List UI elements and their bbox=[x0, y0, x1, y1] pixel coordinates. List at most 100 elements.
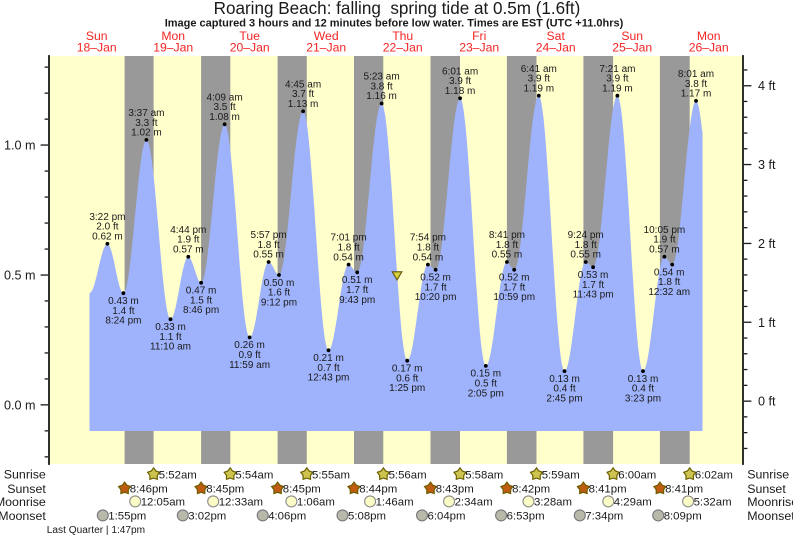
svg-text:1.7 ft: 1.7 ft bbox=[424, 282, 446, 293]
svg-text:0.13 m: 0.13 m bbox=[549, 374, 580, 385]
svg-text:2 ft: 2 ft bbox=[758, 237, 776, 251]
svg-text:0.54 m: 0.54 m bbox=[654, 267, 685, 278]
svg-text:1.8 ft: 1.8 ft bbox=[658, 277, 680, 288]
svg-text:11:10 am: 11:10 am bbox=[150, 342, 191, 353]
svg-text:8:45pm: 8:45pm bbox=[206, 484, 244, 496]
svg-text:8:44pm: 8:44pm bbox=[359, 484, 397, 496]
svg-text:0.17 m: 0.17 m bbox=[392, 364, 423, 375]
svg-text:Sat: Sat bbox=[547, 29, 566, 43]
svg-text:5:52am: 5:52am bbox=[159, 469, 197, 481]
svg-text:6:02am: 6:02am bbox=[695, 469, 733, 481]
svg-text:Mon: Mon bbox=[697, 29, 721, 43]
svg-text:3.3 ft: 3.3 ft bbox=[135, 118, 157, 129]
svg-text:Moonrise: Moonrise bbox=[747, 495, 793, 509]
svg-text:Sunset: Sunset bbox=[747, 482, 786, 496]
svg-text:Sun: Sun bbox=[621, 29, 643, 43]
svg-text:1.8 ft: 1.8 ft bbox=[257, 240, 279, 251]
svg-text:8:46 pm: 8:46 pm bbox=[183, 305, 219, 316]
svg-text:3:28am: 3:28am bbox=[534, 497, 572, 509]
svg-text:1.7 ft: 1.7 ft bbox=[346, 285, 368, 296]
svg-text:0.57 m: 0.57 m bbox=[173, 245, 204, 256]
svg-text:9:12 pm: 9:12 pm bbox=[261, 297, 297, 308]
svg-text:22–Jan: 22–Jan bbox=[383, 41, 423, 55]
svg-text:0.51 m: 0.51 m bbox=[342, 275, 373, 286]
svg-text:6:00am: 6:00am bbox=[618, 469, 656, 481]
svg-text:Moonset: Moonset bbox=[747, 509, 793, 523]
svg-text:3:37 am: 3:37 am bbox=[128, 108, 164, 119]
svg-text:5:08pm: 5:08pm bbox=[348, 511, 386, 523]
svg-text:23–Jan: 23–Jan bbox=[459, 41, 499, 55]
svg-text:1.08 m: 1.08 m bbox=[209, 112, 240, 123]
svg-text:1 ft: 1 ft bbox=[758, 316, 776, 330]
svg-text:0.6 ft: 0.6 ft bbox=[396, 373, 418, 384]
svg-text:8:42pm: 8:42pm bbox=[512, 484, 550, 496]
svg-text:1.18 m: 1.18 m bbox=[445, 86, 476, 97]
svg-text:19–Jan: 19–Jan bbox=[153, 41, 193, 55]
svg-text:0.7 ft: 0.7 ft bbox=[317, 363, 339, 374]
svg-text:20–Jan: 20–Jan bbox=[230, 41, 270, 55]
svg-text:0.54 m: 0.54 m bbox=[333, 252, 364, 263]
svg-text:8:41 pm: 8:41 pm bbox=[489, 230, 525, 241]
svg-text:1.19 m: 1.19 m bbox=[602, 83, 633, 94]
svg-text:3.8 ft: 3.8 ft bbox=[370, 81, 392, 92]
svg-text:1.9 ft: 1.9 ft bbox=[177, 235, 199, 246]
svg-text:Moonrise: Moonrise bbox=[0, 495, 46, 509]
svg-text:7:54 pm: 7:54 pm bbox=[410, 233, 446, 244]
svg-text:0.55 m: 0.55 m bbox=[570, 250, 601, 261]
svg-text:1.7 ft: 1.7 ft bbox=[503, 282, 525, 293]
svg-text:12:43 pm: 12:43 pm bbox=[308, 373, 350, 384]
svg-text:3.9 ft: 3.9 ft bbox=[528, 74, 550, 85]
svg-text:5:58am: 5:58am bbox=[465, 469, 503, 481]
svg-text:0.33 m: 0.33 m bbox=[155, 322, 186, 333]
svg-text:0.21 m: 0.21 m bbox=[313, 353, 344, 364]
svg-text:11:59 am: 11:59 am bbox=[229, 360, 270, 371]
svg-text:1.0 m: 1.0 m bbox=[4, 139, 36, 153]
svg-text:Tue: Tue bbox=[239, 29, 260, 43]
svg-text:9:24 pm: 9:24 pm bbox=[568, 230, 604, 241]
svg-text:2:45 pm: 2:45 pm bbox=[546, 394, 582, 405]
svg-text:0.26 m: 0.26 m bbox=[234, 340, 265, 351]
svg-text:12:33am: 12:33am bbox=[219, 497, 263, 509]
svg-text:4:44 pm: 4:44 pm bbox=[170, 225, 206, 236]
svg-text:3.9 ft: 3.9 ft bbox=[606, 74, 628, 85]
svg-text:26–Jan: 26–Jan bbox=[689, 41, 729, 55]
svg-text:3:22 pm: 3:22 pm bbox=[89, 212, 125, 223]
svg-text:Thu: Thu bbox=[392, 29, 413, 43]
svg-text:0.62 m: 0.62 m bbox=[92, 232, 123, 243]
svg-text:5:23 am: 5:23 am bbox=[364, 72, 400, 83]
svg-text:1.7 ft: 1.7 ft bbox=[582, 280, 604, 291]
svg-text:5:55am: 5:55am bbox=[312, 469, 350, 481]
svg-text:3.7 ft: 3.7 ft bbox=[292, 89, 314, 100]
svg-text:0.5 ft: 0.5 ft bbox=[475, 379, 497, 390]
svg-text:7:01 pm: 7:01 pm bbox=[331, 233, 367, 244]
svg-text:4:06pm: 4:06pm bbox=[268, 511, 306, 523]
svg-text:3.9 ft: 3.9 ft bbox=[449, 76, 471, 87]
svg-text:9:43 pm: 9:43 pm bbox=[339, 295, 375, 306]
svg-text:24–Jan: 24–Jan bbox=[536, 41, 576, 55]
svg-text:1.8 ft: 1.8 ft bbox=[575, 240, 597, 251]
svg-text:8:41pm: 8:41pm bbox=[665, 484, 703, 496]
svg-text:1.4 ft: 1.4 ft bbox=[112, 306, 134, 317]
svg-text:0.13 m: 0.13 m bbox=[628, 374, 659, 385]
svg-text:1.1 ft: 1.1 ft bbox=[159, 332, 181, 343]
svg-text:0 ft: 0 ft bbox=[758, 395, 776, 409]
svg-text:0.5 m: 0.5 m bbox=[4, 269, 36, 283]
svg-text:5:59am: 5:59am bbox=[542, 469, 580, 481]
svg-text:1:25 pm: 1:25 pm bbox=[389, 383, 425, 394]
svg-text:25–Jan: 25–Jan bbox=[612, 41, 652, 55]
svg-text:5:56am: 5:56am bbox=[389, 469, 427, 481]
svg-text:Roaring Beach: falling spring: Roaring Beach: falling spring tide at 0.… bbox=[214, 0, 581, 18]
svg-text:6:53pm: 6:53pm bbox=[507, 511, 545, 523]
svg-text:0.52 m: 0.52 m bbox=[420, 273, 451, 284]
svg-text:6:01 am: 6:01 am bbox=[442, 66, 478, 77]
svg-text:6:04pm: 6:04pm bbox=[428, 511, 466, 523]
svg-text:Sunrise: Sunrise bbox=[4, 468, 46, 482]
svg-text:10:20 pm: 10:20 pm bbox=[415, 292, 457, 303]
svg-text:1:06am: 1:06am bbox=[297, 497, 335, 509]
svg-text:8:46pm: 8:46pm bbox=[130, 484, 168, 496]
svg-text:Moonset: Moonset bbox=[0, 509, 46, 523]
svg-text:12:32 am: 12:32 am bbox=[648, 287, 690, 298]
svg-text:1:55pm: 1:55pm bbox=[108, 511, 146, 523]
svg-text:0.53 m: 0.53 m bbox=[578, 270, 609, 281]
svg-text:Sun: Sun bbox=[86, 29, 108, 43]
